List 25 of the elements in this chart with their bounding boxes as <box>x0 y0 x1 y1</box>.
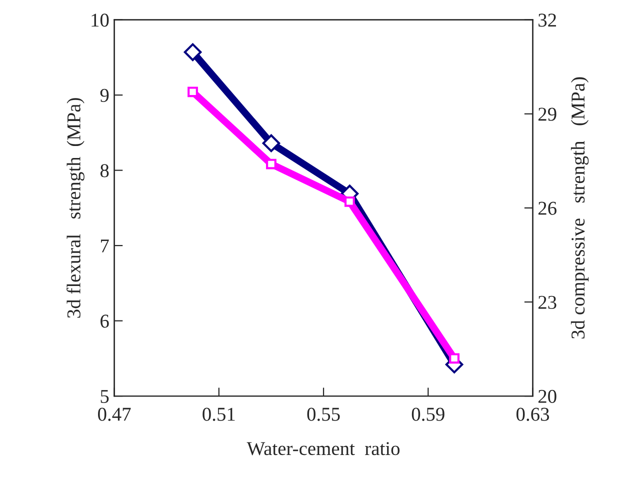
x-tick-label: 0.47 <box>98 408 131 421</box>
y2-tick-label: 29 <box>538 108 556 121</box>
y2-tick-label: 26 <box>538 202 556 215</box>
y2-tick-label: 23 <box>538 296 556 309</box>
y-tick-label: 10 <box>92 14 109 27</box>
y-tick-label: 8 <box>100 164 109 178</box>
x-tick-label: 0.55 <box>307 408 340 421</box>
point <box>188 86 198 98</box>
y-tick-label: 7 <box>101 240 109 252</box>
x-tick-label: 0.63 <box>516 408 550 421</box>
y2-tick-label: 32 <box>538 14 556 27</box>
y-axis-title: 3d flexural strength (MPa) <box>66 98 84 318</box>
y2-tick-label: 20 <box>538 390 556 403</box>
point <box>262 134 280 152</box>
x-tick-label: 0.59 <box>412 408 444 421</box>
point <box>266 158 276 170</box>
point <box>449 353 460 364</box>
point <box>344 196 355 207</box>
point <box>184 43 202 62</box>
x-axis-title: Water-cement ratio <box>246 442 400 456</box>
y-tick-label: 6 <box>100 314 109 328</box>
x-tick-label: 0.51 <box>202 408 235 421</box>
y-tick-label: 5 <box>100 390 109 403</box>
y-tick-label: 9 <box>100 88 109 102</box>
y2-axis-title: 3d compressive strength (MPa) <box>570 77 589 338</box>
